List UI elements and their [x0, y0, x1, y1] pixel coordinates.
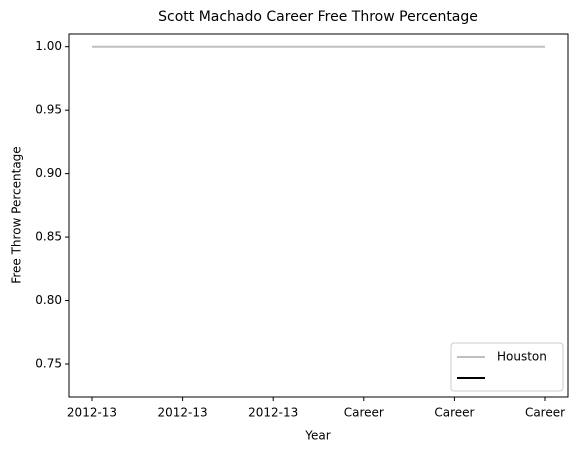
y-tick-label: 0.80	[35, 293, 62, 307]
x-tick-label: 2012-13	[67, 406, 117, 420]
y-tick-label: 0.75	[35, 357, 62, 371]
y-tick-label: 0.95	[35, 103, 62, 117]
legend-label: Houston	[497, 350, 547, 364]
y-tick-label: 0.85	[35, 230, 62, 244]
x-tick-label: 2012-13	[158, 406, 208, 420]
chart-title: Scott Machado Career Free Throw Percenta…	[158, 9, 478, 25]
y-tick-label: 0.90	[35, 166, 62, 180]
y-axis-label: Free Throw Percentage	[10, 146, 24, 283]
x-axis-label: Year	[304, 429, 330, 443]
x-tick-label: Career	[344, 406, 384, 420]
y-tick-label: 1.00	[35, 39, 62, 53]
x-tick-label: 2012-13	[248, 406, 298, 420]
x-tick-label: Career	[434, 406, 474, 420]
x-tick-label: Career	[525, 406, 565, 420]
plot-frame	[68, 33, 569, 398]
